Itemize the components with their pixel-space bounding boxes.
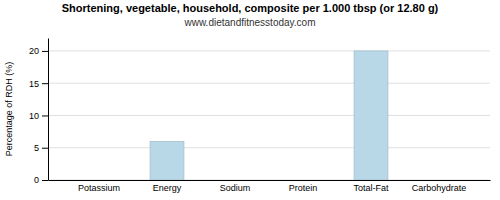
x-tick-label: Potassium <box>78 183 120 193</box>
y-tick-label: 10 <box>29 111 39 121</box>
bar <box>286 180 320 181</box>
bar <box>82 180 116 181</box>
x-tick: Carbohydrate <box>412 180 467 193</box>
bar <box>354 51 388 180</box>
x-tick: Potassium <box>78 180 120 193</box>
grid-line <box>48 50 490 51</box>
y-tick: 20 <box>29 46 48 56</box>
y-axis: 0 5 10 15 20 <box>29 39 49 186</box>
x-tick-label: Carbohydrate <box>412 183 467 193</box>
chart-container: Shortening, vegetable, household, compos… <box>0 0 500 200</box>
y-tick-line <box>42 115 48 116</box>
chart-svg: Shortening, vegetable, household, compos… <box>0 0 500 200</box>
title: Shortening, vegetable, household, compos… <box>62 2 439 14</box>
x-axis-line <box>49 180 491 181</box>
y-tick: 15 <box>29 79 48 89</box>
x-tick-label: Energy <box>153 183 182 193</box>
y-tick: 0 <box>34 175 48 185</box>
y-axis-title: Percentage of RDH (%) <box>4 62 14 157</box>
bar <box>218 180 252 181</box>
grid-line <box>48 83 490 84</box>
bar <box>422 180 456 181</box>
y-tick-line <box>42 83 48 84</box>
x-tick: Sodium <box>220 180 251 193</box>
y-tick-label: 0 <box>34 175 39 185</box>
grid-line <box>48 180 490 181</box>
x-tick: Energy <box>153 180 182 193</box>
y-tick: 5 <box>34 143 48 153</box>
y-tick-label: 5 <box>34 143 39 153</box>
y-tick-label: 15 <box>29 79 39 89</box>
grid-line <box>48 147 490 148</box>
x-tick-label: Protein <box>289 183 318 193</box>
y-tick-label: 20 <box>29 46 39 56</box>
subtitle: www.dietandfitnesstoday.com <box>184 17 316 28</box>
x-tick-label: Sodium <box>220 183 251 193</box>
bar <box>150 141 184 180</box>
x-tick-label: Total-Fat <box>353 183 389 193</box>
x-axis: Potassium Energy Sodium Protein Total-Fat Car… <box>49 180 491 193</box>
x-tick: Total-Fat <box>353 180 389 193</box>
y-axis-line <box>48 39 49 181</box>
x-tick: Protein <box>289 180 318 193</box>
y-tick-line <box>42 180 48 181</box>
y-tick: 10 <box>29 111 48 121</box>
grid-line <box>48 115 490 116</box>
bars <box>150 51 388 180</box>
y-tick-line <box>42 148 48 149</box>
grid <box>48 51 490 180</box>
y-tick-line <box>42 51 48 52</box>
